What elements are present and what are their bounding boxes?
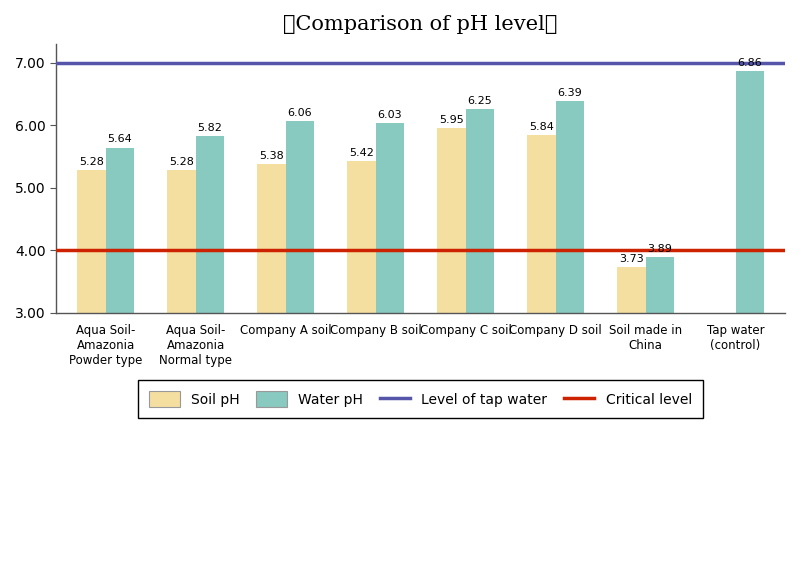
Bar	[646, 257, 674, 313]
Title: 【Comparison of pH level】: 【Comparison of pH level】	[283, 15, 558, 34]
Text: 3.73: 3.73	[618, 254, 643, 264]
Bar	[77, 170, 106, 313]
Bar	[196, 137, 225, 313]
Text: 5.38: 5.38	[259, 151, 283, 161]
Bar	[286, 122, 314, 313]
Text: 5.95: 5.95	[439, 115, 463, 125]
Bar	[347, 161, 375, 313]
Text: 6.86: 6.86	[738, 58, 762, 68]
Text: 3.89: 3.89	[647, 244, 672, 254]
Text: 6.39: 6.39	[558, 88, 582, 97]
Text: 5.64: 5.64	[108, 134, 133, 145]
Text: 5.28: 5.28	[79, 157, 104, 167]
Bar	[466, 109, 494, 313]
Legend: Soil pH, Water pH, Level of tap water, Critical level: Soil pH, Water pH, Level of tap water, C…	[138, 380, 703, 418]
Text: 6.03: 6.03	[378, 110, 402, 120]
Text: 5.84: 5.84	[529, 122, 554, 132]
Text: 5.82: 5.82	[198, 123, 222, 133]
Bar	[375, 123, 404, 313]
Bar	[735, 71, 764, 313]
Bar	[106, 147, 134, 313]
Text: 6.25: 6.25	[467, 96, 492, 107]
Bar	[555, 101, 584, 313]
Bar	[437, 128, 466, 313]
Bar	[526, 135, 555, 313]
Bar	[257, 164, 286, 313]
Bar	[167, 170, 196, 313]
Text: 5.28: 5.28	[169, 157, 194, 167]
Text: 6.06: 6.06	[288, 108, 312, 118]
Text: 5.42: 5.42	[349, 148, 374, 158]
Bar	[617, 267, 646, 313]
